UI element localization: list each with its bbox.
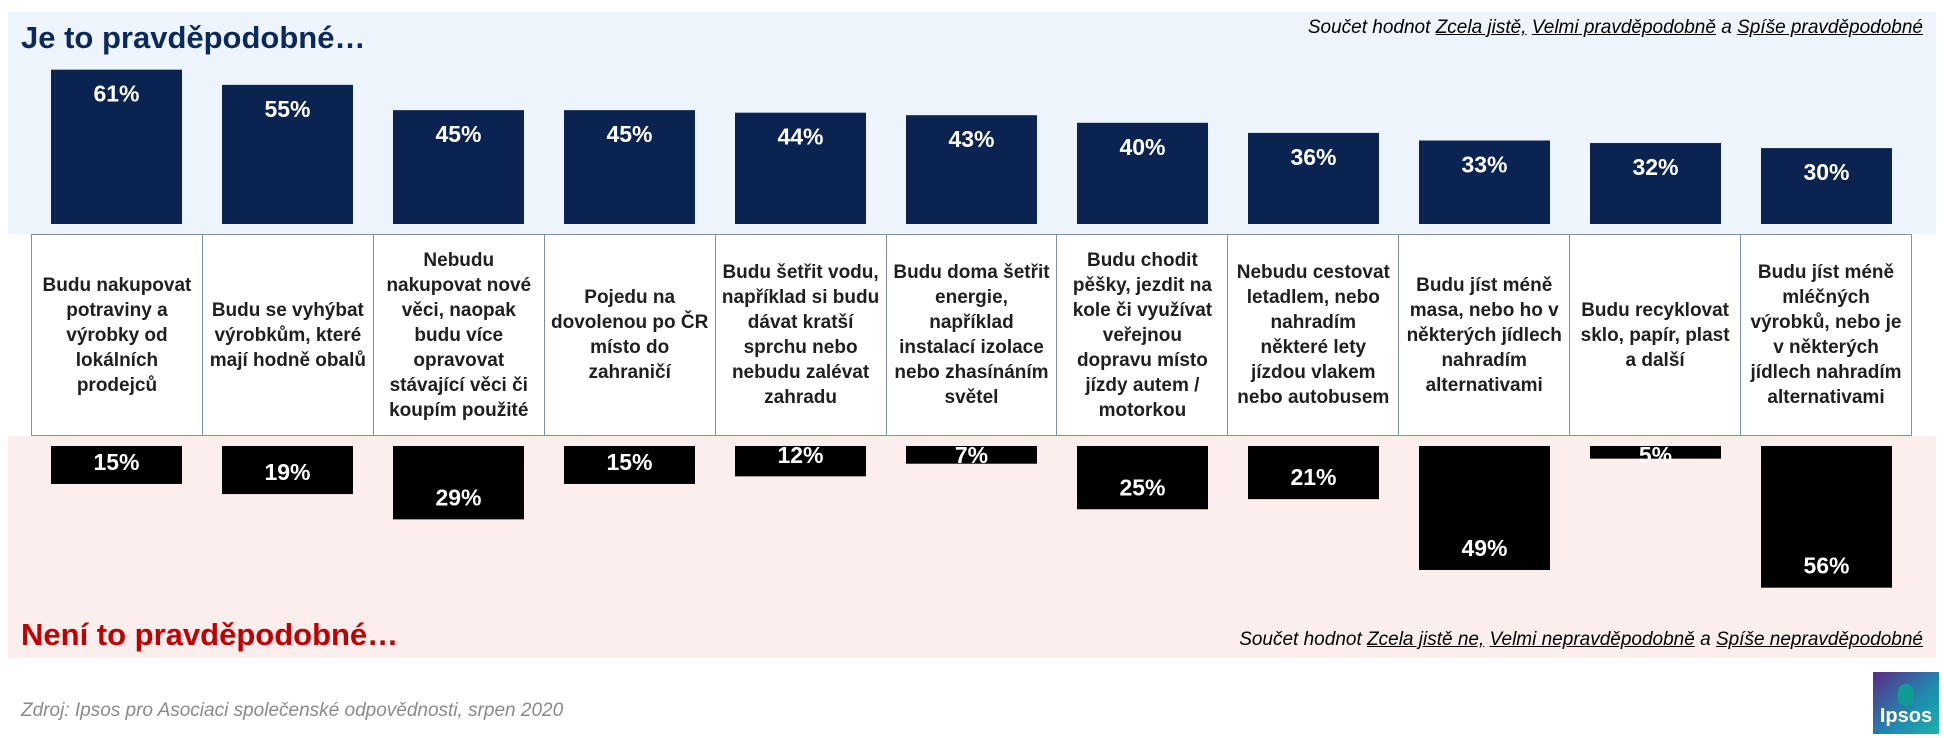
bar-positive-label: 61% bbox=[93, 81, 139, 107]
negative-note: Součet hodnot Zcela jistě ne, Velmi nepr… bbox=[1239, 629, 1923, 650]
bar-negative-label: 21% bbox=[1290, 464, 1336, 490]
bar-positive-label: 30% bbox=[1803, 159, 1849, 185]
bar-positive bbox=[1419, 140, 1550, 224]
bar-positive-label: 45% bbox=[606, 121, 652, 147]
ipsos-logo: Ipsos bbox=[1873, 672, 1939, 734]
bar-negative-label: 15% bbox=[606, 449, 652, 475]
logo-text: Ipsos bbox=[1879, 705, 1933, 727]
category-label: Budu jíst méně mléčných výrobků, nebo je… bbox=[1750, 262, 1902, 408]
bar-negative-label: 56% bbox=[1803, 553, 1849, 579]
bar-negative-label: 15% bbox=[93, 449, 139, 475]
bar-negative bbox=[906, 446, 1037, 464]
bar-negative bbox=[393, 446, 524, 520]
category-label: Budu se vyhýbat výrobkům, které mají hod… bbox=[203, 235, 374, 435]
category-label: Budu šetřit vodu, například si budu dáva… bbox=[716, 235, 887, 435]
category-label: Budu chodit pěšky, jezdit na kole či vyu… bbox=[1057, 235, 1229, 435]
category-label: Budu recyklovat sklo, papír, plast a dal… bbox=[1570, 235, 1742, 435]
category-label: Budu nakupovat potraviny a výrobky od lo… bbox=[32, 235, 203, 435]
bar-negative bbox=[1590, 446, 1721, 459]
bar-negative bbox=[1761, 446, 1892, 588]
bar-positive-label: 36% bbox=[1290, 144, 1336, 170]
bar-negative-label: 25% bbox=[1119, 474, 1165, 500]
bar-negative-label: 7% bbox=[955, 442, 988, 468]
category-label: Nebudu nakupovat nové věci, naopak budu … bbox=[374, 235, 545, 435]
bar-positive bbox=[393, 110, 524, 224]
bar-negative bbox=[564, 446, 695, 484]
category-table: Budu nakupovat potraviny a výrobky od lo… bbox=[31, 234, 1912, 436]
negative-title: Není to pravděpodobné… bbox=[21, 617, 399, 652]
bar-positive bbox=[222, 84, 353, 224]
source-note: Zdroj: Ipsos pro Asociaci společenské od… bbox=[21, 700, 564, 721]
bar-positive-label: 55% bbox=[264, 96, 310, 122]
bar-positive bbox=[735, 112, 866, 224]
bar-positive bbox=[51, 69, 182, 224]
positive-title: Je to pravděpodobné… bbox=[21, 20, 366, 55]
bar-negative bbox=[1077, 446, 1208, 510]
bar-positive-label: 44% bbox=[777, 124, 823, 150]
bar-negative-label: 19% bbox=[264, 459, 310, 485]
bar-positive bbox=[906, 115, 1037, 224]
bar-positive-label: 45% bbox=[435, 121, 481, 147]
bar-positive bbox=[564, 110, 695, 224]
bar-positive bbox=[1590, 143, 1721, 224]
bar-positive bbox=[1077, 122, 1208, 224]
bar-positive bbox=[1248, 132, 1379, 224]
bar-positive-label: 33% bbox=[1461, 152, 1507, 178]
bar-negative-label: 49% bbox=[1461, 535, 1507, 561]
positive-note: Součet hodnot Zcela jistě, Velmi pravděp… bbox=[1307, 17, 1923, 38]
logo-bubble-icon bbox=[1898, 684, 1914, 706]
bar-positive-label: 43% bbox=[948, 126, 994, 152]
bar-negative-label: 29% bbox=[435, 484, 481, 510]
bar-negative bbox=[735, 446, 866, 477]
bar-negative-label: 12% bbox=[777, 442, 823, 468]
category-label: Budu jíst méně masa, nebo ho v některých… bbox=[1399, 235, 1571, 435]
bar-negative-label: 5% bbox=[1639, 442, 1672, 468]
bar-negative bbox=[51, 446, 182, 484]
category-label: Pojedu na dovolenou po ČR místo do zahra… bbox=[545, 235, 716, 435]
bar-positive-label: 32% bbox=[1632, 154, 1678, 180]
bar-negative bbox=[1248, 446, 1379, 500]
bar-positive-label: 40% bbox=[1119, 134, 1165, 160]
bar-negative bbox=[1419, 446, 1550, 570]
bar-negative bbox=[222, 446, 353, 495]
category-label: Nebudu cestovat letadlem, nebo nahradím … bbox=[1228, 235, 1400, 435]
bar-positive bbox=[1761, 148, 1892, 224]
category-label: Budu doma šetřit energie, například inst… bbox=[887, 235, 1058, 435]
